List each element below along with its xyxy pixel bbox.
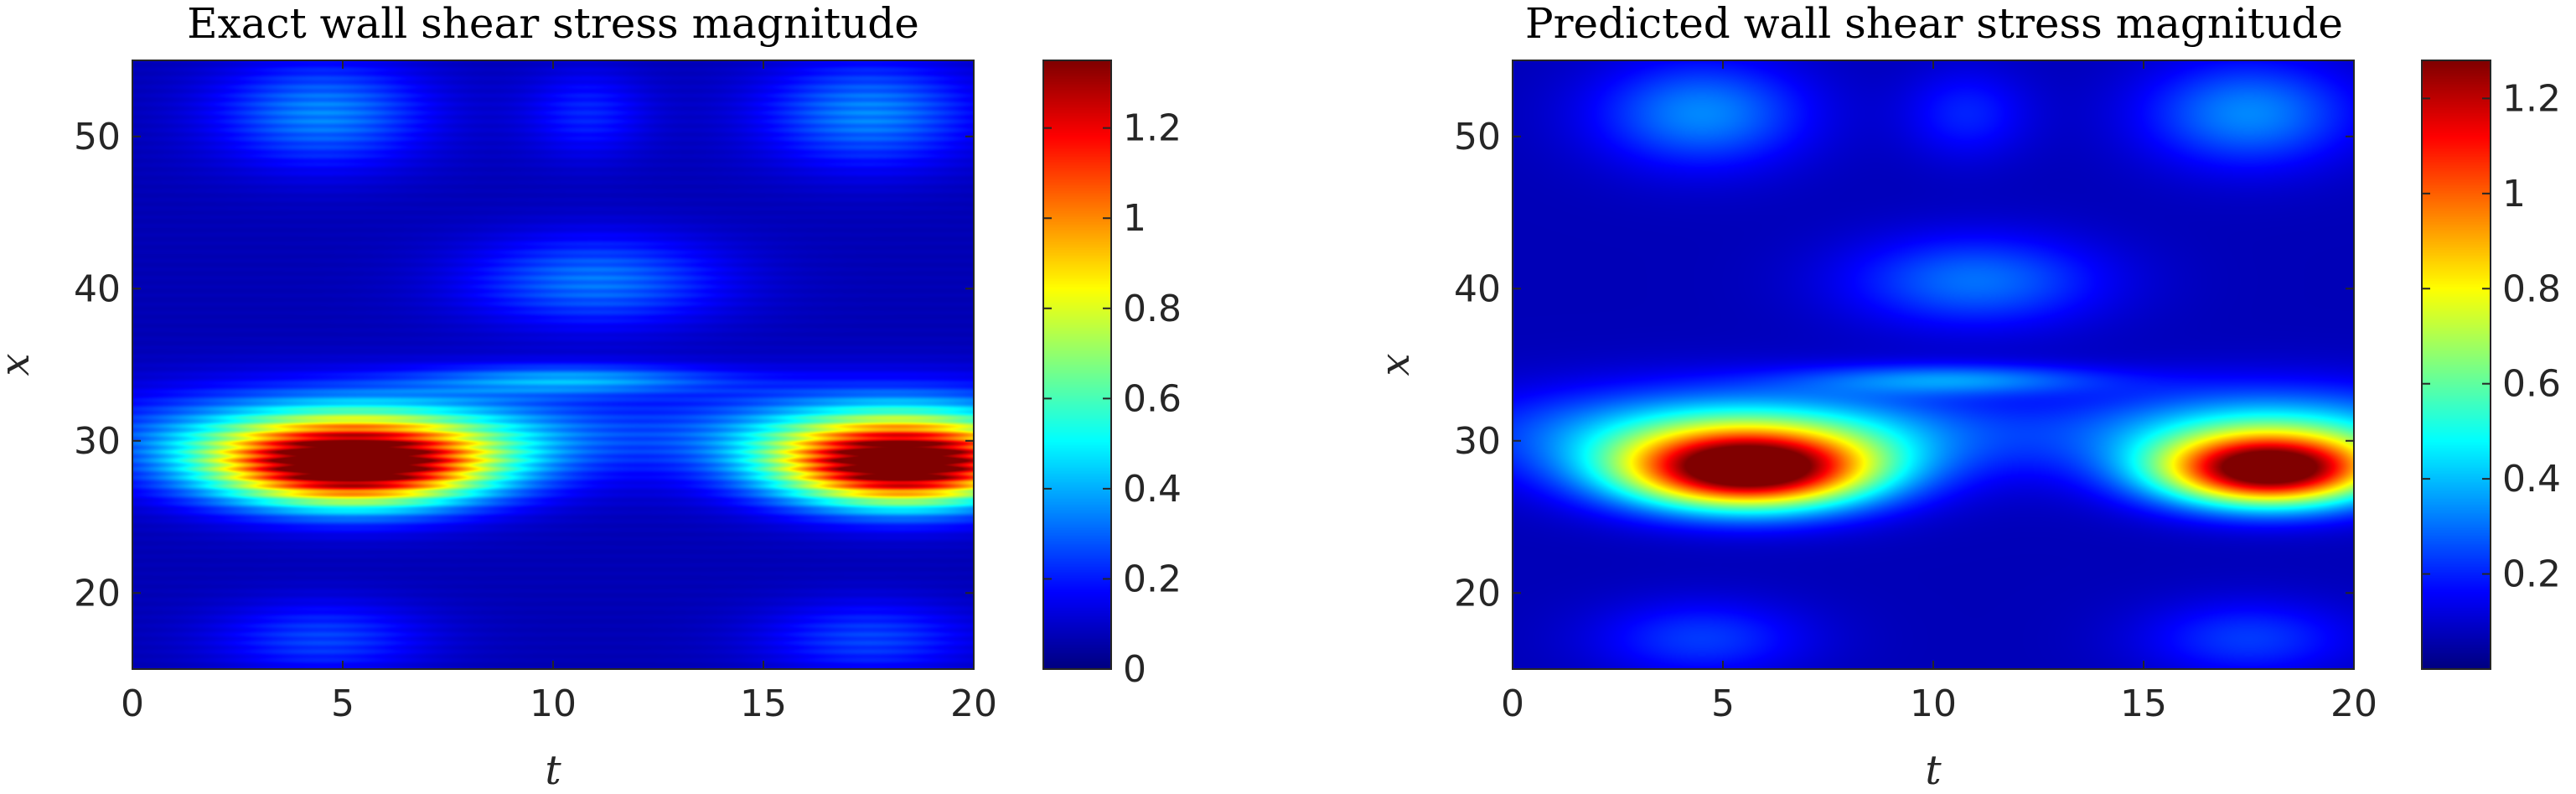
y-tick-label: 30 (74, 420, 121, 463)
x-tick-label: 5 (331, 682, 354, 725)
colorbar-tick-label: 1 (2502, 173, 2526, 215)
colorbar-ticks: 0.2 0.4 0.6 0.8 1 1.2 (2422, 77, 2561, 596)
panel-predicted: Predicted wall shear stress magnitude 0 5… (1372, 0, 2561, 794)
heatmap-plot-area (132, 60, 974, 669)
chart-title: Exact wall shear stress magnitude (187, 0, 919, 48)
colorbar-tick-label: 1 (1123, 197, 1146, 240)
y-tick-label: 20 (74, 572, 121, 615)
colorbar-tick-label: 0.4 (2502, 458, 2561, 501)
y-tick-label: 50 (1454, 116, 1501, 158)
y-axis-label: x (0, 353, 39, 376)
colorbar-tick-label: 0 (1123, 648, 1146, 691)
colorbar-tick-label: 0.8 (1123, 288, 1182, 330)
x-tick-label: 20 (950, 682, 997, 725)
x-tick-label: 0 (1501, 682, 1524, 725)
colorbar-tick-label: 0.8 (2502, 267, 2561, 310)
colorbar-tick-label: 1.2 (2502, 77, 2561, 120)
y-tick-label: 20 (1454, 572, 1501, 615)
x-tick-label: 10 (530, 682, 577, 725)
y-tick-label: 40 (1454, 267, 1501, 310)
x-tick-label: 10 (1910, 682, 1957, 725)
panel-exact: Exact wall shear stress magnitude 0 5 10 15… (0, 0, 1182, 794)
x-tick-label: 5 (1711, 682, 1735, 725)
colorbar-ticks: 0 0.2 0.4 0.6 0.8 1 1.2 (1043, 107, 1182, 691)
y-tick-label: 30 (1454, 420, 1501, 463)
colorbar-tick-label: 0.2 (2502, 553, 2561, 596)
colorbar-frame (2421, 60, 2491, 670)
x-tick-label: 20 (2330, 682, 2377, 725)
axis-ticks: 0 5 10 15 20 20 30 40 50 (74, 60, 997, 725)
axis-ticks: 0 5 10 15 20 20 30 40 50 (1454, 60, 2377, 725)
chart-title: Predicted wall shear stress magnitude (1525, 0, 2343, 48)
x-tick-label: 15 (740, 682, 787, 725)
colorbar-tick-label: 0.6 (2502, 363, 2561, 406)
colorbar (1043, 60, 1111, 669)
y-axis-label: x (1372, 353, 1419, 376)
heatmap-plot-area (1513, 60, 2354, 669)
colorbar (2422, 60, 2491, 669)
x-axis-label: t (545, 747, 561, 794)
y-tick-label: 40 (74, 267, 121, 310)
x-tick-label: 0 (121, 682, 144, 725)
colorbar-tick-label: 0.2 (1123, 558, 1182, 600)
x-axis-label: t (1925, 747, 1942, 794)
x-tick-label: 15 (2120, 682, 2167, 725)
colorbar-tick-label: 1.2 (1123, 107, 1182, 150)
colorbar-frame (1042, 60, 1112, 670)
colorbar-tick-label: 0.6 (1123, 377, 1182, 420)
y-tick-label: 50 (74, 116, 121, 158)
colorbar-tick-label: 0.4 (1123, 468, 1182, 511)
